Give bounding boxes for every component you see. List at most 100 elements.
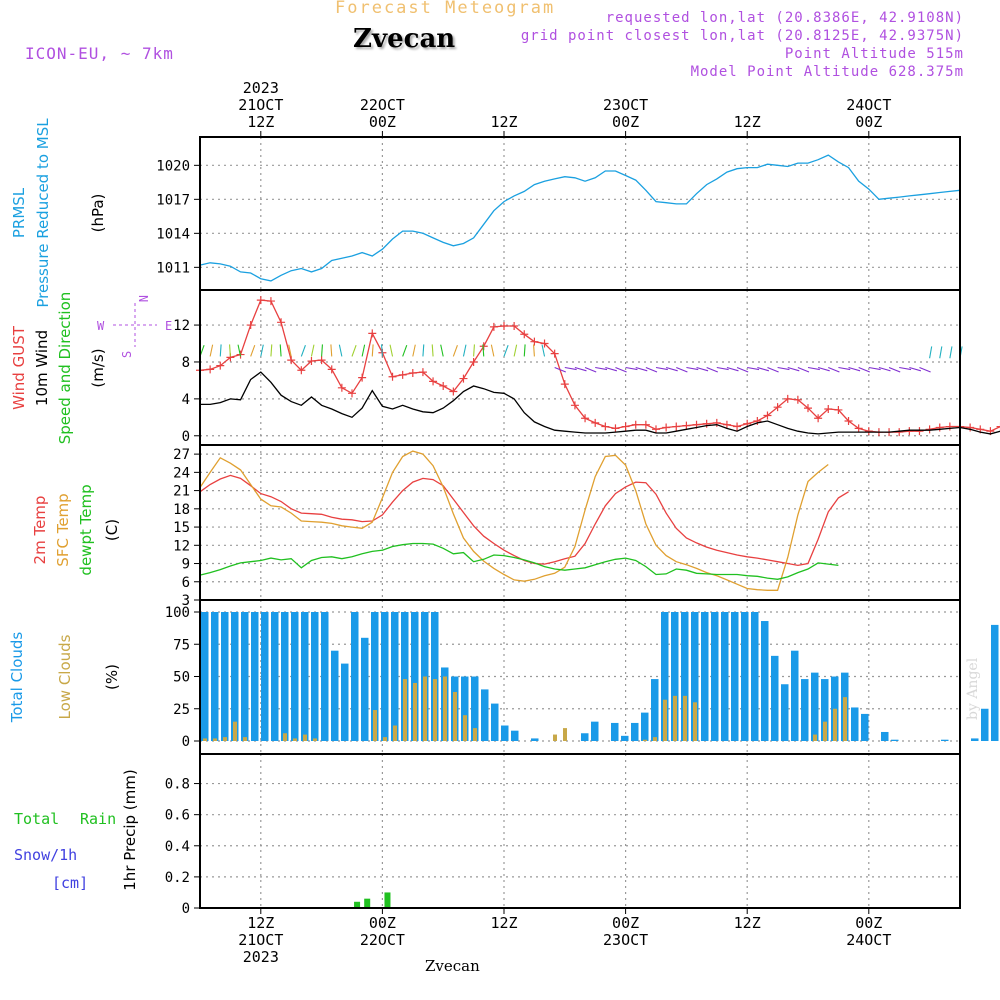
total-clouds-bar: [721, 612, 729, 741]
gust-point: [246, 321, 255, 330]
y-tick-label: 18: [173, 502, 190, 518]
y-tick-label: 0.2: [165, 870, 190, 886]
low-clouds-bar: [553, 734, 557, 741]
y-tick-label: 27: [173, 447, 190, 463]
wind-direction-arrow: [564, 366, 577, 371]
y-tick-label: 4: [182, 392, 190, 408]
wind-direction-arrow: [541, 344, 546, 357]
point-altitude: Point Altitude 515m: [784, 46, 964, 62]
wind-direction-arrow: [503, 344, 509, 357]
gust-point: [581, 414, 590, 423]
wind-direction-arrow: [595, 366, 608, 371]
label-snow-unit: [cm]: [52, 874, 88, 892]
total-clouds-bar: [891, 739, 899, 741]
low-clouds-bar: [843, 697, 847, 741]
y-tick-label: 1014: [156, 226, 190, 242]
low-clouds-bar: [823, 721, 827, 741]
gust-point: [540, 339, 549, 348]
low-clouds-bar: [203, 738, 207, 741]
y-tick-label: 0: [182, 734, 190, 750]
rain-bar: [364, 898, 371, 908]
gust-point: [621, 422, 630, 431]
total-clouds-bar: [371, 612, 379, 741]
total-clouds-bar: [631, 722, 639, 741]
total-clouds-bar: [701, 612, 709, 741]
y-tick-label: 0: [182, 901, 190, 917]
total-clouds-bar: [301, 612, 309, 741]
total-clouds-bar: [971, 738, 979, 741]
wind-direction-arrow: [330, 344, 333, 357]
gust-point: [935, 423, 944, 432]
gust-point: [662, 423, 671, 432]
low-clouds-bar: [443, 676, 447, 741]
low-clouds-bar: [663, 699, 667, 741]
total-clouds-bar: [351, 612, 359, 741]
y-tick-label: 8: [182, 355, 190, 371]
panel-frame-precip: [199, 753, 961, 909]
panel-label-low-clouds: Low Clouds: [56, 634, 74, 719]
wind-direction-arrow: [351, 344, 357, 357]
gust-point: [348, 389, 356, 398]
model-label: ICON-EU, ~ 7km: [25, 44, 174, 63]
x-bottom-tick-label: 00Z: [369, 914, 396, 932]
wind-direction-arrow: [237, 344, 242, 357]
total-clouds-bar: [581, 733, 589, 741]
wind-direction-arrow: [868, 366, 881, 371]
x-top-tick-label: 22OCT: [360, 96, 405, 114]
gridpoint-coords: grid point closest lon,lat (20.8125E, 42…: [520, 28, 964, 44]
wind-direction-arrow: [219, 344, 222, 357]
gust-point: [601, 422, 610, 431]
axis-labels: 1011 1014 1017 1020 0 4 8 12 3 6 9 12 15 18 21 24 27 0 25 5…: [156, 79, 891, 966]
gust-point: [905, 427, 914, 436]
panel-label-wind-gust: Wind GUST: [10, 325, 28, 410]
low-clouds-bar: [673, 695, 677, 741]
total-clouds-bar: [611, 722, 619, 741]
panel-label-prmsl: PRMSL: [10, 187, 28, 238]
panel-frame-temp: [199, 444, 961, 601]
total-clouds-bar: [291, 612, 299, 741]
wind-direction-arrow: [440, 344, 444, 357]
gust-point: [489, 322, 498, 331]
x-bottom-tick-label: 00Z: [612, 914, 639, 932]
total-clouds-bar: [671, 612, 679, 741]
gust-point: [368, 329, 377, 338]
gust-point: [652, 425, 660, 434]
wind-direction-arrow: [402, 344, 408, 357]
y-tick-label: 75: [173, 637, 190, 653]
y-tick-label: 15: [173, 520, 190, 536]
wind-direction-arrow: [736, 366, 749, 373]
wind-direction-arrow: [554, 366, 566, 373]
panel-label-dewpt-temp: dewpt Temp: [77, 484, 95, 575]
gust-point: [327, 365, 336, 374]
wind-direction-arrow: [949, 346, 953, 359]
gust-point: [864, 427, 873, 436]
total-clouds-bar: [741, 612, 749, 741]
total-clouds-bar: [621, 735, 629, 741]
x-bottom-tick-label: 24OCT: [846, 931, 891, 949]
total-clouds-bar: [221, 612, 229, 741]
requested-coords: requested lon,lat (20.8386E, 42.9108N): [605, 10, 964, 26]
wind-direction-arrow: [371, 344, 374, 357]
panel-unit-temp: (C): [103, 519, 121, 541]
compass-south: S: [120, 351, 134, 358]
wind-direction-arrow: [523, 344, 526, 357]
total-clouds-bar: [751, 612, 759, 741]
wind-direction-arrow: [615, 366, 627, 373]
low-clouds-bar: [403, 679, 407, 741]
y-tick-label: 24: [173, 465, 190, 481]
x-bottom-tick-label: 12Z: [247, 914, 274, 932]
total-clouds-bar: [501, 725, 509, 741]
low-clouds-bar: [393, 725, 397, 741]
y-tick-label: 12: [173, 318, 190, 334]
panel-label-10m-wind: 10m Wind: [33, 330, 51, 406]
series-wind-gust: [199, 299, 1000, 433]
wind-direction-arrow: [645, 366, 658, 373]
low-clouds-bar: [453, 691, 457, 741]
total-clouds-bar: [461, 676, 469, 741]
wind-direction-arrow: [757, 366, 770, 372]
total-clouds-bar: [681, 612, 689, 741]
gust-point: [337, 383, 346, 392]
y-tick-label: 12: [173, 538, 190, 554]
total-clouds-bar: [391, 612, 399, 741]
total-clouds-bar: [241, 612, 249, 741]
